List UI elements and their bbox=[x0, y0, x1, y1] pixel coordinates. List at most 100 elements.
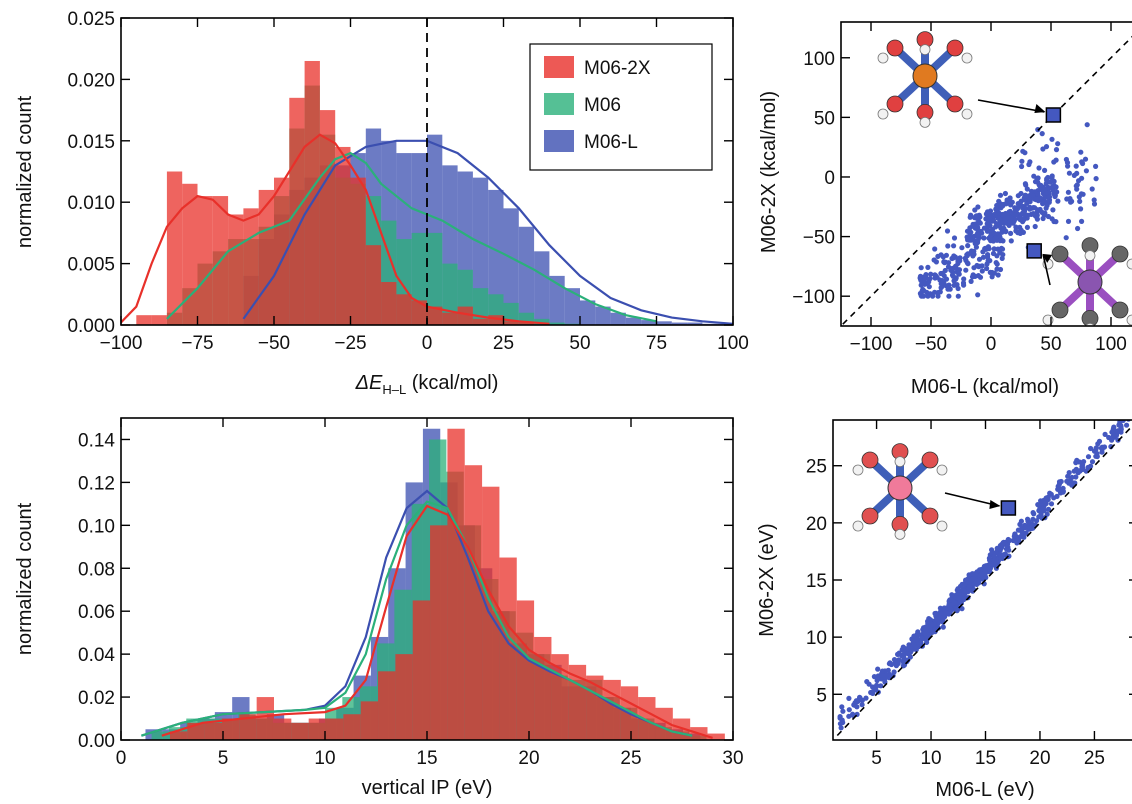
hist-bar bbox=[518, 226, 535, 325]
atom bbox=[936, 464, 948, 476]
atom bbox=[961, 52, 973, 64]
scatter-point bbox=[1124, 407, 1129, 412]
atom bbox=[919, 117, 931, 128]
scatter-point bbox=[891, 657, 898, 663]
x-tick-label: 10 bbox=[314, 748, 335, 769]
scatter-point bbox=[1038, 498, 1044, 504]
scatter-point bbox=[1078, 149, 1084, 155]
x-tick-label: 15 bbox=[975, 748, 996, 769]
scatter-point bbox=[1111, 432, 1117, 438]
atom bbox=[1126, 258, 1132, 270]
scatter-point bbox=[846, 713, 852, 719]
atom bbox=[919, 44, 931, 55]
x-tick-label: 5 bbox=[871, 748, 882, 769]
scatter-point bbox=[1093, 176, 1099, 182]
hist-bar bbox=[304, 60, 320, 325]
hist-bar bbox=[625, 317, 642, 325]
scatter-point bbox=[969, 571, 975, 577]
scatter-point bbox=[1028, 526, 1034, 532]
y-tick-label: 0.10 bbox=[78, 516, 115, 537]
scatter-point bbox=[1015, 537, 1021, 543]
scatter-point bbox=[879, 668, 886, 674]
scatter-point bbox=[1006, 537, 1013, 544]
hist-bar bbox=[365, 245, 382, 325]
x-tick-label: 25 bbox=[493, 333, 514, 354]
scatter-point bbox=[1093, 445, 1099, 451]
scatter-point bbox=[963, 267, 969, 273]
scatter-point bbox=[935, 293, 941, 299]
y-tick-label: 0.14 bbox=[78, 430, 115, 451]
scatter-point bbox=[994, 261, 1000, 267]
scatter-point bbox=[991, 246, 997, 252]
scatter-point bbox=[1084, 122, 1090, 128]
scatter-point bbox=[997, 192, 1004, 198]
scatter-point bbox=[1080, 462, 1086, 468]
atom bbox=[946, 95, 964, 113]
x-tick-label: 30 bbox=[722, 748, 743, 769]
hist-bar bbox=[151, 315, 167, 325]
scatter-point bbox=[944, 605, 950, 611]
scatter-point bbox=[1015, 193, 1021, 199]
y-tick-label: −50 bbox=[803, 228, 835, 249]
scatter-point bbox=[917, 273, 924, 279]
scatter-bottom: 5 10 15 20 25 5 10 15 20 25 M06-2X (eV) M06-L (eV) bbox=[756, 407, 1132, 801]
scatter-point bbox=[1031, 173, 1037, 179]
scatter-point bbox=[950, 273, 956, 279]
scatter-point bbox=[1019, 525, 1025, 531]
scatter-point bbox=[1013, 228, 1019, 234]
atom bbox=[1085, 323, 1095, 326]
hist-bar bbox=[499, 557, 517, 740]
scatter-point bbox=[918, 265, 924, 271]
scatter-point bbox=[914, 636, 921, 642]
hist-bar bbox=[166, 171, 183, 325]
hist-bar bbox=[395, 654, 413, 740]
scatter-point bbox=[886, 661, 893, 667]
scatter-point bbox=[961, 588, 967, 594]
x-tick-label: 15 bbox=[416, 748, 437, 769]
scatter-point bbox=[1053, 219, 1059, 225]
atom bbox=[894, 529, 906, 540]
legend-label: M06 bbox=[584, 95, 621, 116]
atom bbox=[961, 108, 973, 120]
y-tick-label: 15 bbox=[806, 571, 827, 592]
legend-swatch bbox=[544, 93, 574, 115]
scatter-point bbox=[982, 568, 988, 575]
scatter-point bbox=[1054, 189, 1060, 195]
scatter-point bbox=[1027, 159, 1033, 165]
scatter-point bbox=[1069, 480, 1075, 486]
scatter-point bbox=[1024, 224, 1030, 230]
scatter-point bbox=[1008, 215, 1014, 221]
scatter-point bbox=[1012, 533, 1018, 539]
parity-line bbox=[841, 35, 1132, 326]
scatter-point bbox=[1027, 199, 1033, 205]
y-axis-label: M06-2X (eV) bbox=[756, 523, 778, 636]
scatter-point bbox=[935, 290, 941, 296]
hist-bar bbox=[412, 600, 431, 740]
hist-bar bbox=[516, 600, 535, 740]
y-tick-label: 20 bbox=[806, 514, 827, 535]
hist-bar bbox=[488, 189, 504, 325]
scatter-point bbox=[1064, 478, 1070, 484]
scatter-point bbox=[1019, 158, 1025, 164]
atom bbox=[946, 39, 964, 57]
hist-bar bbox=[335, 146, 351, 325]
hist-bar bbox=[534, 318, 550, 325]
y-tick-label: 0.02 bbox=[78, 688, 115, 709]
hist-bar bbox=[396, 294, 412, 325]
hist-bar bbox=[457, 306, 473, 325]
scatter-point bbox=[1074, 457, 1080, 463]
scatter-point bbox=[986, 219, 992, 225]
scatter-point bbox=[1118, 426, 1124, 432]
scatter-point bbox=[1044, 202, 1050, 209]
scatter-point bbox=[871, 674, 878, 680]
series-m06-2x bbox=[169, 428, 725, 740]
atom bbox=[1126, 314, 1132, 326]
y-tick-label: 0.00 bbox=[78, 731, 115, 752]
callout-arrow bbox=[1042, 254, 1051, 286]
scatter-point bbox=[978, 572, 984, 578]
scatter-point bbox=[972, 207, 978, 213]
scatter-point bbox=[1048, 501, 1055, 507]
scatter-point bbox=[838, 725, 844, 731]
scatter-point bbox=[905, 657, 911, 663]
scatter-point bbox=[1021, 534, 1027, 540]
